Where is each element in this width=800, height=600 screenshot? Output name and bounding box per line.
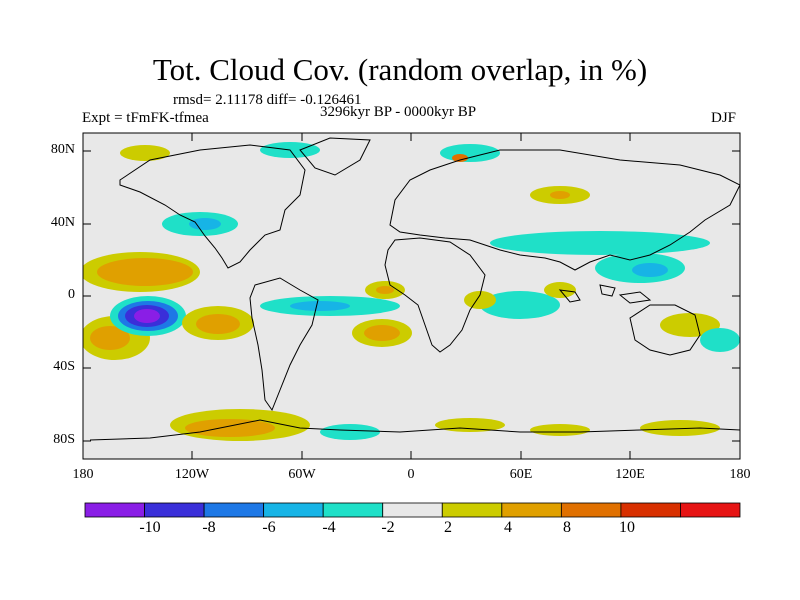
colorbar-swatch [560,502,622,518]
lat-label-80n: 80N [50,142,75,157]
colorbar-swatch [680,502,741,518]
lat-ticks [83,150,740,442]
colorbar-swatch [84,502,145,518]
colorbar-label: -2 [381,519,395,536]
colorbar-swatch [322,502,384,518]
colorbar-swatch [441,502,503,518]
colorbar [84,502,741,518]
lon-label-180e: 180 [729,467,751,482]
colorbar-label: -8 [202,519,216,536]
colorbar-label: -10 [139,519,161,536]
colorbar-swatch [501,502,562,518]
colorbar-label: -4 [322,519,336,536]
lon-label-60e: 60E [509,467,533,482]
colorbar-label: 4 [504,519,512,536]
lat-label-40s: 40S [53,359,75,374]
colorbar-label: -6 [262,519,276,536]
map-background [83,133,740,459]
coastlines [89,137,740,441]
colorbar-swatch [144,502,205,518]
season-label: DJF [711,110,737,126]
lat-label-80s: 80S [53,432,75,447]
lat-label-40n: 40N [50,215,75,230]
lon-label-0: 0 [407,467,415,482]
colorbar-label: 2 [444,519,452,536]
lon-label-120w: 120W [174,467,210,482]
lon-ticks [82,133,741,459]
colorbar-swatch [620,502,681,518]
lat-label-0: 0 [68,287,75,302]
colorbar-swatch [263,502,324,518]
lon-label-180w: 180 [72,467,94,482]
stats-text: rmsd= 2.11178 diff= -0.126461 [173,92,362,108]
period-label: 3296kyr BP - 0000kyr BP [320,104,477,120]
colorbar-label: 10 [619,519,635,536]
map-title: Tot. Cloud Cov. (random overlap, in %) [152,52,648,87]
colorbar-label: 8 [563,519,571,536]
colorbar-swatch [382,502,443,518]
experiment-label: Expt = tFmFK-tfmea [82,110,209,126]
anomaly-field [83,142,740,441]
lon-label-60w: 60W [288,467,316,482]
lon-label-120e: 120E [615,467,645,482]
colorbar-swatch [203,502,265,518]
